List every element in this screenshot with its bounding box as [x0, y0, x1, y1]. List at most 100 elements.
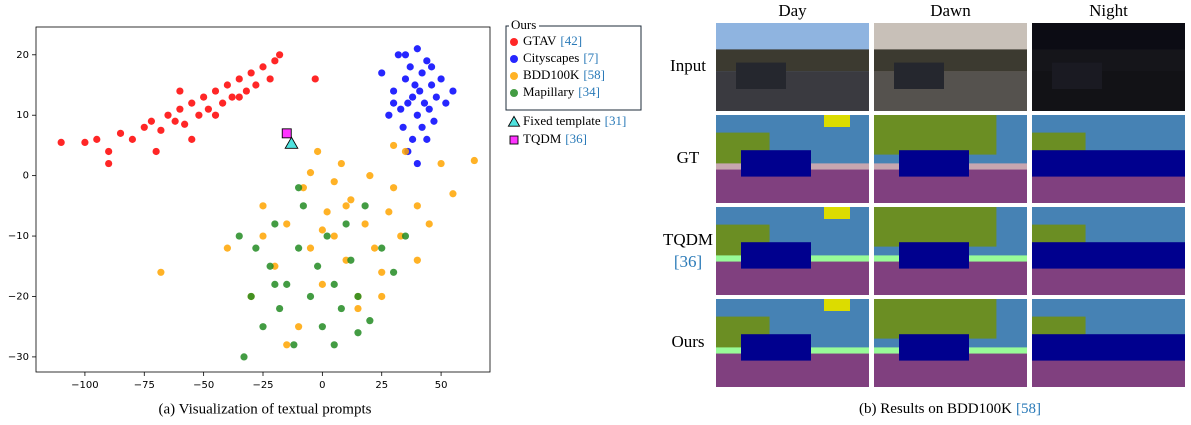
scatter-point: [295, 184, 302, 191]
square-point: [282, 129, 291, 138]
scatter-point: [176, 87, 183, 94]
scatter-point: [283, 220, 290, 227]
scatter-point: [307, 245, 314, 252]
x-tick-label: −75: [134, 380, 155, 391]
scatter-point: [271, 220, 278, 227]
image-cell: [716, 299, 869, 387]
scatter-point: [236, 75, 243, 82]
legend-name: Cityscapes: [523, 50, 579, 65]
scatter-point: [93, 136, 100, 143]
scatter-point: [354, 329, 361, 336]
scatter-point: [390, 184, 397, 191]
seg-vegetation: [874, 207, 996, 247]
series: [282, 129, 291, 138]
scatter-point: [295, 245, 302, 252]
scatter-point: [428, 63, 435, 70]
scatter-point: [402, 75, 409, 82]
scatter-point: [409, 136, 416, 143]
scatter-point: [283, 341, 290, 348]
seg-sign: [824, 299, 850, 311]
scatter-point: [105, 160, 112, 167]
scatter-point: [385, 112, 392, 119]
scatter-point: [105, 148, 112, 155]
image-cell: [1032, 207, 1185, 295]
scatter-point: [236, 93, 243, 100]
scatter-point: [290, 341, 297, 348]
legend-citation: [31]: [605, 113, 627, 128]
legend-citation: [7]: [583, 50, 598, 65]
scatter-point: [276, 305, 283, 312]
scatter-point: [385, 208, 392, 215]
scatter-point: [331, 178, 338, 185]
scatter-point: [414, 45, 421, 52]
scatter-point: [407, 63, 414, 70]
x-tick-label: −50: [193, 380, 214, 391]
scatter-point: [354, 293, 361, 300]
scatter-point: [416, 87, 423, 94]
scatter-point: [157, 127, 164, 134]
scatter-point: [319, 226, 326, 233]
scatter-point: [414, 202, 421, 209]
scatter-point: [148, 118, 155, 125]
legend-citation: [34]: [578, 84, 600, 99]
seg-car: [1032, 334, 1185, 360]
scatter-point: [378, 269, 385, 276]
scatter-point: [283, 281, 290, 288]
legend-name: Mapillary: [523, 84, 575, 99]
scatter-point: [81, 139, 88, 146]
scatter-point: [343, 220, 350, 227]
scatter-point: [267, 263, 274, 270]
row-label: Input: [670, 56, 706, 75]
photo-car: [1052, 63, 1102, 89]
scatter-point: [423, 57, 430, 64]
scatter-point: [402, 232, 409, 239]
scatter-point: [252, 245, 259, 252]
scatter-point: [414, 160, 421, 167]
scatter-point: [188, 136, 195, 143]
scatter-point: [510, 72, 518, 80]
legend-name: BDD100K: [523, 67, 580, 82]
scatter-point: [362, 202, 369, 209]
column-label: Day: [778, 1, 807, 20]
seg-vegetation: [874, 115, 996, 155]
scatter-point: [338, 305, 345, 312]
legend-entry: Cityscapes [7]: [523, 50, 599, 65]
scatter-point: [157, 269, 164, 276]
seg-car: [899, 242, 969, 268]
scatter-point: [314, 263, 321, 270]
image-cell: [716, 23, 869, 111]
scatter-point: [229, 93, 236, 100]
scatter-point: [117, 130, 124, 137]
legend-citation: [58]: [583, 67, 605, 82]
legend-name: GTAV: [523, 33, 557, 48]
scatter-point: [371, 245, 378, 252]
y-tick-label: 0: [23, 171, 29, 182]
scatter-point: [414, 257, 421, 264]
scatter-point: [430, 118, 437, 125]
scatter-point: [324, 232, 331, 239]
scatter-point: [426, 106, 433, 113]
scatter-point: [259, 323, 266, 330]
scatter-point: [343, 202, 350, 209]
scatter-point: [449, 190, 456, 197]
plot-frame: [36, 27, 490, 372]
scatter-point: [402, 148, 409, 155]
legend-entry: TQDM[36]: [523, 131, 587, 146]
triangle-point: [285, 137, 298, 148]
scatter-point: [205, 106, 212, 113]
image-cell: [1032, 299, 1185, 387]
scatter-point: [397, 106, 404, 113]
scatter-point: [307, 169, 314, 176]
x-tick-label: 50: [435, 380, 448, 391]
scatter-point: [240, 353, 247, 360]
scatter-point: [248, 293, 255, 300]
seg-car: [1032, 150, 1185, 176]
scatter-point: [390, 87, 397, 94]
seg-car: [741, 242, 811, 268]
scatter-point: [428, 81, 435, 88]
scatter-point: [347, 196, 354, 203]
x-tick-label: 25: [375, 380, 388, 391]
scatter-point: [141, 124, 148, 131]
image-cell: [874, 115, 1027, 203]
seg-car: [899, 334, 969, 360]
